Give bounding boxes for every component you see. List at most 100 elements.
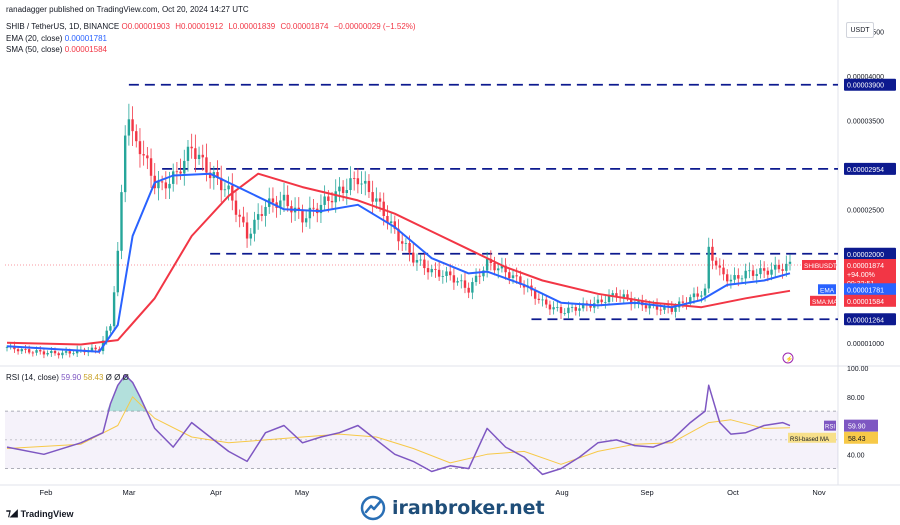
candle-body <box>360 183 363 185</box>
sma-legend[interactable]: SMA (50, close) 0.00001584 <box>6 45 107 54</box>
candle-body <box>452 275 456 283</box>
candle-body <box>271 198 275 203</box>
candle-body <box>703 288 707 296</box>
sma-line <box>6 172 791 346</box>
candle-body <box>415 260 419 263</box>
candle-body <box>330 200 334 203</box>
ema-line <box>6 172 791 353</box>
sma-price-tag-label: 0.00001584 <box>847 299 884 306</box>
candle-body <box>629 298 633 305</box>
candle-body <box>567 307 570 314</box>
candle-body <box>227 185 230 190</box>
candle-body <box>249 233 252 239</box>
candle-body <box>770 269 773 275</box>
currency-button[interactable]: USDT <box>846 22 874 38</box>
ohlc-close: C0.00001874 <box>280 22 329 31</box>
candle-body <box>216 172 219 178</box>
rsi-value-tag-label: 59.90 <box>848 424 866 431</box>
candle-body <box>504 265 507 273</box>
candle-body <box>766 270 770 275</box>
candle-body <box>781 269 784 271</box>
candle-body <box>352 178 356 180</box>
candle-body <box>223 189 227 191</box>
candle-body <box>190 146 193 149</box>
candle-body <box>94 347 97 350</box>
candle-body <box>696 293 699 297</box>
candle-body <box>604 302 607 303</box>
candle-body <box>437 269 441 277</box>
candle-body <box>39 350 42 352</box>
sma-legend-value: 0.00001584 <box>64 45 107 54</box>
ohlc-open: O0.00001903 <box>121 22 170 31</box>
candle-body <box>419 259 422 261</box>
candle-body <box>319 204 323 214</box>
candle-body <box>611 293 614 296</box>
rsi-line <box>6 374 791 476</box>
candle-body <box>201 154 204 158</box>
candle-body <box>434 268 437 270</box>
candle-body <box>774 264 777 270</box>
rsi-tick-label: 80.00 <box>847 395 865 402</box>
candle-body <box>412 252 415 263</box>
candle-body <box>733 275 736 280</box>
level-price-tag <box>844 78 896 91</box>
candle-body <box>545 299 548 305</box>
price-tick-label: 0.00002500 <box>847 207 884 214</box>
sma-tag-label: SMA:MA <box>812 299 838 306</box>
time-tick-label: Apr <box>210 488 222 497</box>
time-tick-label: Aug <box>555 488 568 497</box>
rsi-legend[interactable]: RSI (14, close) 59.90 58.43 Ø Ø Ø <box>6 373 129 382</box>
candle-body <box>497 268 500 271</box>
candle-body <box>574 307 577 311</box>
candle-body <box>762 268 766 271</box>
candle-body <box>714 260 718 266</box>
candle-body <box>375 198 378 202</box>
candle-body <box>378 198 382 202</box>
ema-legend-value: 0.00001781 <box>64 34 107 43</box>
ohlc-change: −0.00000029 (−1.52%) <box>333 22 416 31</box>
candle-body <box>304 218 308 223</box>
candle-body <box>563 313 566 314</box>
time-tick-label: Feb <box>40 488 53 497</box>
candle-body <box>323 196 326 205</box>
candle-body <box>57 353 60 356</box>
candle-body <box>596 299 600 304</box>
candle-body <box>42 351 46 355</box>
symbol-ohlc-line: SHIB / TetherUS, 1D, BINANCE O0.00001903… <box>6 22 419 31</box>
candle-body <box>364 180 367 184</box>
candle-body <box>197 154 201 160</box>
candle-body <box>707 246 710 289</box>
candle-body <box>755 274 758 276</box>
ohlc-high: H0.00001912 <box>175 22 224 31</box>
rsi-ma-legend-value: 58.43 <box>83 373 104 382</box>
candle-body <box>500 265 504 269</box>
rsi-name-tag-label: RSI <box>825 425 835 431</box>
candle-body <box>681 301 685 303</box>
candle-body <box>400 241 404 244</box>
rsi-tick-label: 40.00 <box>847 452 865 459</box>
candle-body <box>389 221 393 224</box>
candle-body <box>626 294 629 299</box>
candle-body <box>345 190 348 194</box>
event-marker-glyph: ⚡ <box>786 355 793 363</box>
candle-body <box>220 177 223 191</box>
candle-body <box>75 349 79 354</box>
rsi-legend-extra: Ø Ø Ø <box>105 373 129 382</box>
candle-body <box>367 180 371 193</box>
candle-body <box>312 207 315 209</box>
candle-body <box>467 287 470 293</box>
ema-tag-label: EMA <box>820 287 835 294</box>
candle-body <box>581 303 585 309</box>
candle-body <box>146 155 149 159</box>
sma-price-tag <box>844 294 896 307</box>
ohlc-low: L0.00001839 <box>228 22 276 31</box>
candle-body <box>456 281 459 283</box>
candle-body <box>341 186 345 194</box>
ema-legend[interactable]: EMA (20, close) 0.00001781 <box>6 34 107 43</box>
candle-body <box>777 264 781 270</box>
tradingview-brand[interactable]: ⁊◢ TradingView <box>6 508 74 519</box>
candle-body <box>308 207 312 219</box>
candle-body <box>519 276 522 285</box>
candle-body <box>31 352 35 354</box>
candle-body <box>788 261 792 264</box>
